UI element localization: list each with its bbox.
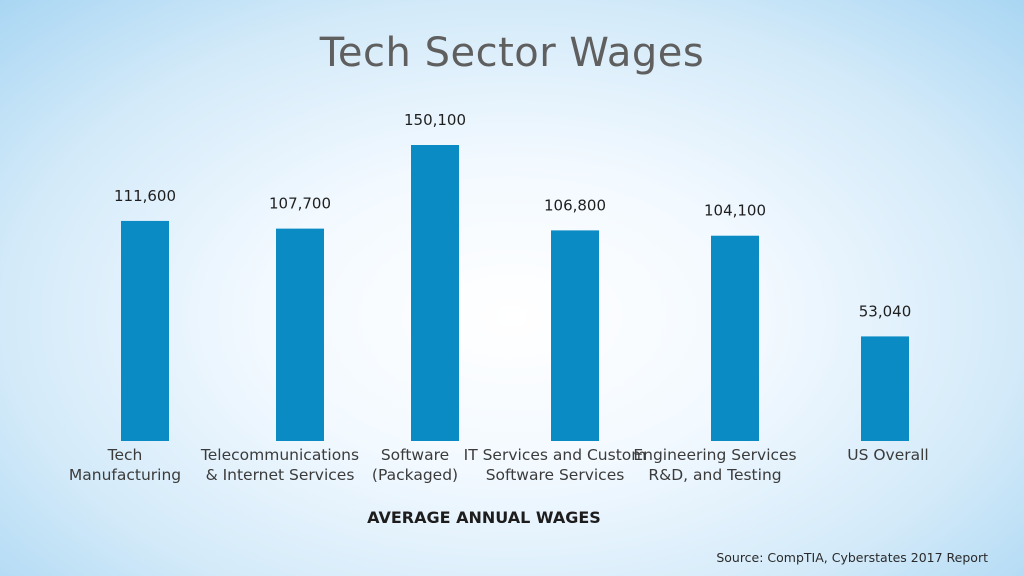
bar-0	[121, 220, 169, 441]
data-label-4: 104,100	[704, 202, 766, 220]
category-label-3: IT Services and Custom Software Services	[463, 446, 647, 484]
data-label-1: 107,700	[269, 195, 331, 213]
data-label-0: 111,600	[114, 187, 176, 205]
data-label-2: 150,100	[404, 111, 466, 129]
x-axis-label: AVERAGE ANNUAL WAGES	[367, 508, 601, 527]
bar-1	[276, 228, 324, 441]
data-label-3: 106,800	[544, 196, 606, 214]
category-label-4: Engineering Services R&D, and Testing	[633, 446, 797, 484]
category-label-5: US Overall	[847, 446, 929, 464]
category-label-0: Tech Manufacturing	[68, 446, 182, 484]
category-label-2: Software (Packaged)	[371, 446, 459, 484]
category-label-1: Telecommunications & Internet Services	[200, 446, 360, 484]
bar-2	[411, 145, 459, 441]
data-label-5: 53,040	[859, 302, 912, 320]
bar-5	[861, 336, 909, 441]
source-note: Source: CompTIA, Cyberstates 2017 Report	[716, 550, 988, 565]
bar-4	[711, 235, 759, 441]
bar-3	[551, 230, 599, 441]
chart-title: Tech Sector Wages	[319, 30, 705, 76]
